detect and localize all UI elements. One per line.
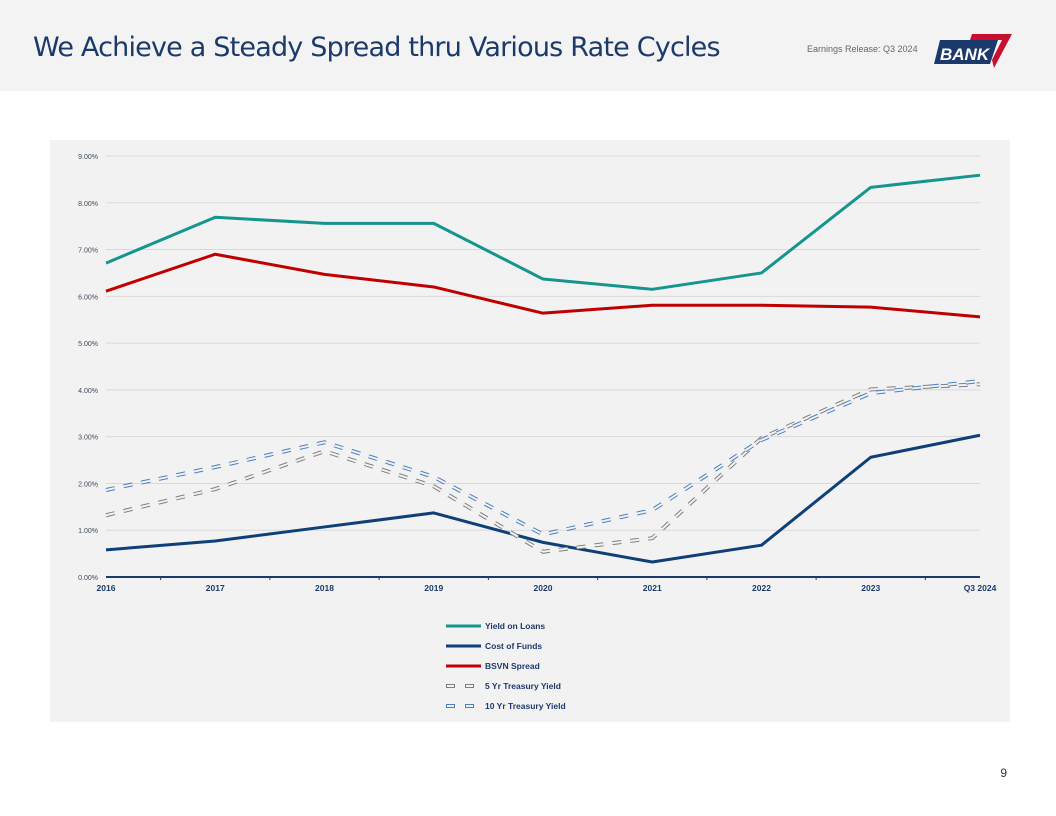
header: We Achieve a Steady Spread thru Various … <box>0 0 1056 91</box>
legend-label: Cost of Funds <box>485 641 542 651</box>
earnings-release-label: Earnings Release: Q3 2024 <box>807 44 918 54</box>
x-tick-label: 2021 <box>643 583 662 593</box>
yield-on-loans-line <box>105 173 981 291</box>
chart-panel: 0.00% 1.00% 2.00% 3.00% 4.00% 5.00% 6.00% 7.00%… <box>50 140 1010 722</box>
y-tick-label: 4.00% <box>78 388 98 395</box>
x-tick-label: 2023 <box>861 583 880 593</box>
line-chart: 0.00% 1.00% 2.00% 3.00% 4.00% 5.00% 6.00% 7.00%… <box>78 154 997 711</box>
x-tick-label: Q3 2024 <box>964 583 997 593</box>
legend-label: Yield on Loans <box>485 621 545 631</box>
svg-text:BANK: BANK <box>940 45 991 64</box>
10-yr-treasury-yield-line <box>105 379 981 537</box>
bsvn-spread-line <box>105 252 981 319</box>
y-tick-label: 3.00% <box>78 435 98 442</box>
y-tick-label: 6.00% <box>78 294 98 301</box>
x-tick-label: 2018 <box>315 583 334 593</box>
legend-label: 10 Yr Treasury Yield <box>485 701 566 711</box>
legend-label: BSVN Spread <box>485 661 540 671</box>
y-tick-label: 8.00% <box>78 201 98 208</box>
x-tick-label: 2017 <box>206 583 225 593</box>
cost-of-funds-line <box>105 433 981 564</box>
y-tick-label: 9.00% <box>78 154 98 161</box>
page-number: 9 <box>1000 766 1007 780</box>
5-yr-treasury-yield-line-inner <box>105 383 981 553</box>
x-tick-label: 2019 <box>424 583 443 593</box>
legend-label: 5 Yr Treasury Yield <box>485 681 561 691</box>
y-tick-label: 2.00% <box>78 481 98 488</box>
y-tick-label: 0.00% <box>78 575 98 582</box>
y-tick-label: 7.00% <box>78 248 98 255</box>
y-tick-label: 5.00% <box>78 341 98 348</box>
page-title: We Achieve a Steady Spread thru Various … <box>33 32 721 63</box>
y-tick-label: 1.00% <box>78 528 98 535</box>
10-yr-treasury-yield-line-inner <box>105 380 981 536</box>
x-tick-label: 2016 <box>97 583 116 593</box>
5-yr-treasury-yield-line <box>105 382 981 554</box>
x-tick-label: 2020 <box>534 583 553 593</box>
bank7-logo: BANK <box>934 34 1012 68</box>
x-tick-label: 2022 <box>752 583 771 593</box>
